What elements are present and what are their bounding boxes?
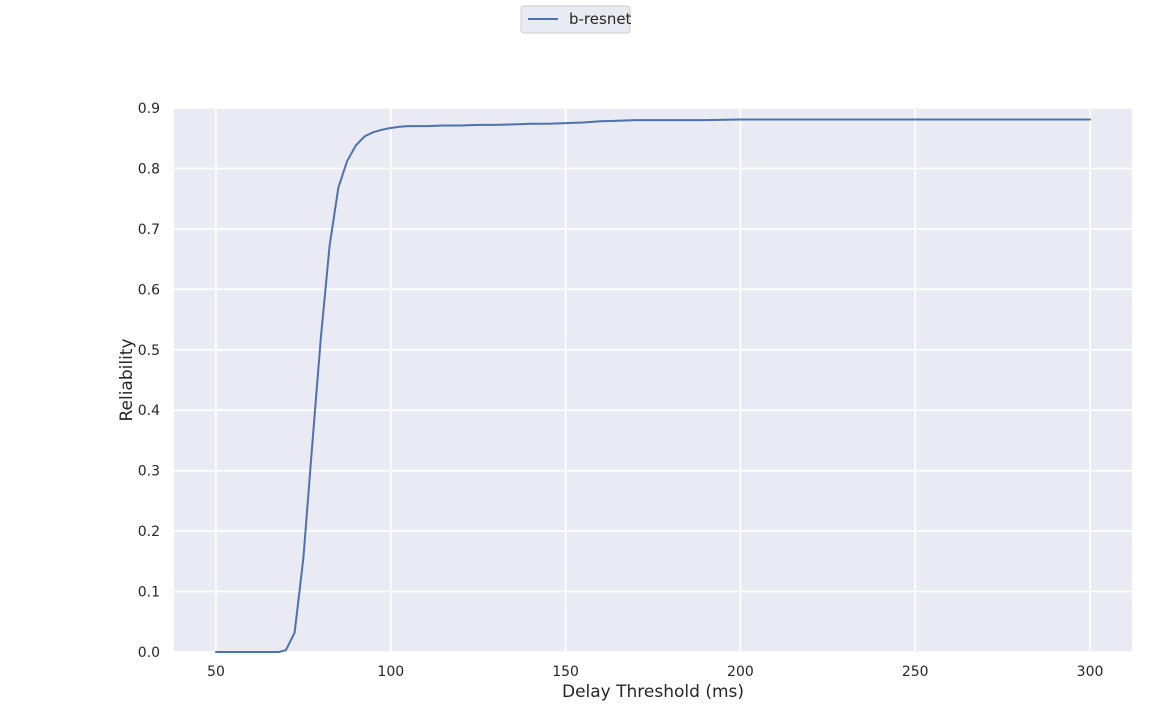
x-tick-label: 100 — [377, 664, 404, 680]
x-axis-ticks: 50 100 150 200 250 300 — [207, 664, 1103, 680]
series-line-b-resnet — [214, 118, 1092, 653]
series-layer — [214, 118, 1092, 653]
y-axis-title: Reliability — [117, 338, 137, 421]
legend: b-resnet — [520, 5, 632, 34]
y-tick-label: 0.2 — [138, 524, 160, 540]
y-tick-label: 0.3 — [138, 464, 160, 480]
y-tick-label: 0.8 — [138, 161, 160, 177]
y-tick-label: 0.6 — [138, 282, 160, 298]
y-tick-label: 0.1 — [138, 585, 160, 601]
x-tick-label: 50 — [207, 664, 225, 680]
y-tick-label: 0.4 — [138, 403, 160, 419]
grid — [174, 107, 1132, 653]
legend-label: b-resnet — [569, 10, 632, 28]
y-tick-label: 0.0 — [138, 645, 160, 661]
x-axis-title: Delay Threshold (ms) — [562, 682, 744, 702]
x-tick-label: 200 — [727, 664, 754, 680]
x-tick-label: 300 — [1077, 664, 1104, 680]
x-tick-label: 150 — [552, 664, 579, 680]
y-tick-label: 0.9 — [138, 101, 160, 117]
y-tick-label: 0.5 — [138, 343, 160, 359]
x-tick-label: 250 — [902, 664, 929, 680]
plot-area — [174, 108, 1132, 652]
legend-box — [520, 5, 631, 34]
y-tick-label: 0.7 — [138, 222, 160, 238]
y-axis-ticks: 0.0 0.1 0.2 0.3 0.4 0.5 0.6 0.7 0.8 0.9 — [138, 101, 160, 661]
